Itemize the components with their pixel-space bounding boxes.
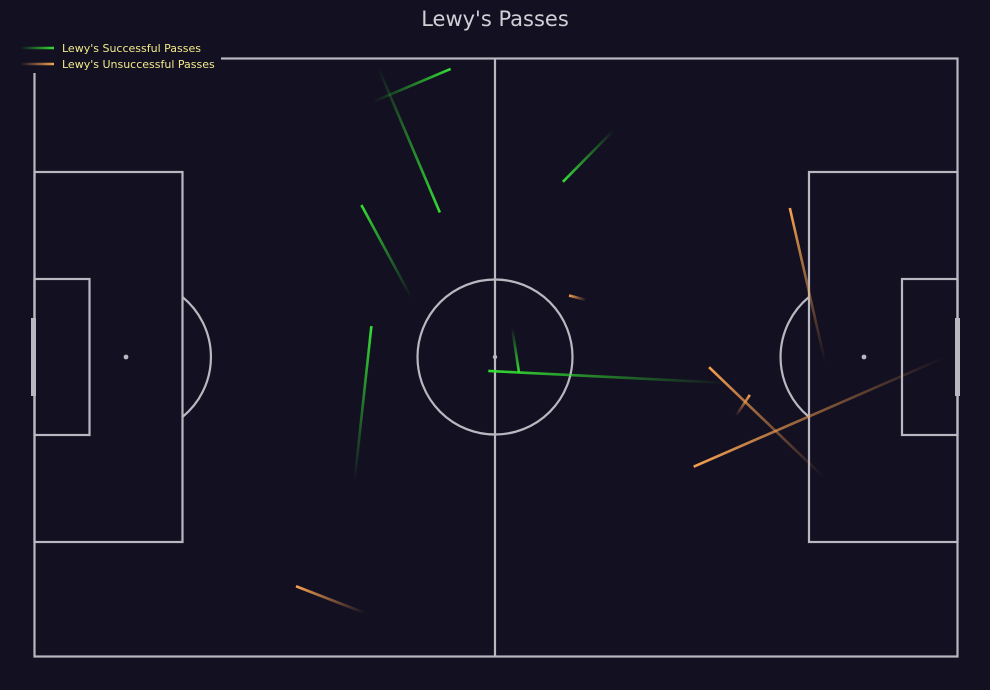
left-penalty-arc [181, 296, 212, 418]
right-penalty-arc [779, 296, 810, 418]
pass-successful-2 [372, 67, 452, 104]
football-pitch [31, 57, 960, 658]
pass-successful-3 [561, 129, 615, 183]
pass-successful-4 [360, 204, 413, 299]
pass-unsuccessful-5 [693, 356, 945, 468]
right-penalty-spot [861, 354, 867, 360]
pass-successful-6 [488, 369, 727, 385]
pass-successful-7 [353, 325, 373, 482]
left-penalty-box [33, 170, 184, 544]
left-penalty-spot [123, 354, 129, 360]
pass-successful-5 [510, 327, 521, 374]
chart-title: Lewy's Passes [421, 7, 569, 31]
legend-box [16, 38, 221, 73]
pass-successful-1 [376, 65, 442, 213]
right-penalty-box [807, 170, 959, 544]
legend: Lewy's Successful Passes Lewy's Unsucces… [16, 38, 221, 73]
pass-unsuccessful-2 [568, 294, 587, 302]
pass-unsuccessful-3 [708, 366, 825, 479]
legend-label-successful: Lewy's Successful Passes [62, 42, 201, 55]
pass-unsuccessful-1 [788, 207, 827, 364]
centre-spot [492, 354, 498, 360]
legend-label-unsuccessful: Lewy's Unsuccessful Passes [62, 58, 215, 71]
pass-unsuccessful-6 [295, 585, 366, 615]
centre-circle [416, 278, 574, 436]
left-six-yard-box [33, 277, 91, 437]
pass-unsuccessful-4 [734, 394, 751, 417]
right-six-yard-box [900, 277, 959, 437]
passes-layer [295, 65, 945, 615]
